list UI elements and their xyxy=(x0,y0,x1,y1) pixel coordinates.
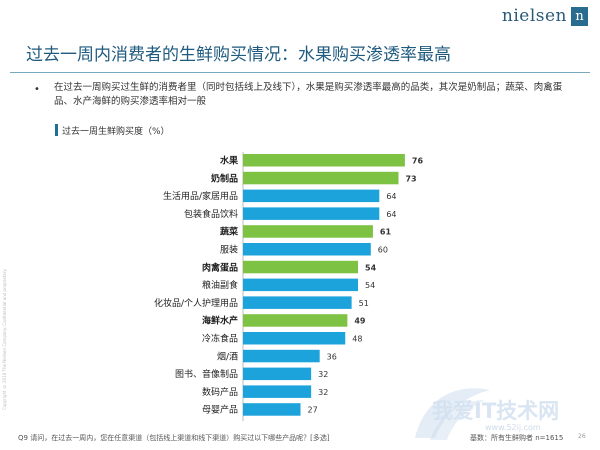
category-label-5: 服装 xyxy=(220,244,238,256)
category-label-7: 粮油副食 xyxy=(202,279,238,291)
category-label-9: 海鲜水产 xyxy=(202,315,238,327)
brand-mark-icon: n xyxy=(571,6,588,26)
summary-bullet: 在过去一周购买过生鲜的消费者里（同时包括线上及线下），水果是购买渗透率最高的品类… xyxy=(54,82,563,107)
data-label-7: 54 xyxy=(365,281,375,290)
bar-1 xyxy=(243,171,399,185)
bar-2 xyxy=(243,189,380,203)
data-label-10: 48 xyxy=(352,335,362,344)
question-footnote: Q9 请问，在过去一周内，您在任意渠道（包括线上渠道和线下渠道）购买过以下哪些产… xyxy=(18,434,330,442)
data-label-14: 27 xyxy=(308,406,318,415)
category-label-12: 图书、音像制品 xyxy=(175,368,238,380)
page-title: 过去一周内消费者的生鲜购买情况：水果购买渗透率最高 xyxy=(26,45,451,65)
category-label-8: 化妆品/个人护理用品 xyxy=(154,297,238,309)
data-label-9: 49 xyxy=(354,317,366,326)
data-label-1: 73 xyxy=(405,174,416,183)
base-note: 基数：所有生鲜购者 n=1615 xyxy=(470,434,564,442)
data-label-11: 36 xyxy=(327,352,337,361)
category-label-2: 生活用品/家居用品 xyxy=(163,190,238,202)
watermark-url: www.52ij.com xyxy=(485,423,541,432)
bar-12 xyxy=(243,367,312,381)
data-label-4: 61 xyxy=(380,228,392,237)
watermark-text: 我爱IT技术网 xyxy=(432,399,560,423)
category-label-11: 烟/酒 xyxy=(217,350,238,362)
bullet-icon: • xyxy=(34,84,40,95)
category-label-10: 冷冻食品 xyxy=(202,333,238,345)
brand-logo: nielsen n xyxy=(502,6,588,26)
bar-3 xyxy=(243,207,380,220)
category-label-13: 数码产品 xyxy=(202,386,238,398)
chart-title-accent xyxy=(55,124,58,136)
data-label-5: 60 xyxy=(378,246,388,255)
bar-0 xyxy=(243,154,405,167)
bar-10 xyxy=(243,332,346,345)
category-label-3: 包装食品饮料 xyxy=(184,208,238,220)
chart-title: 过去一周生鲜购买度（%） xyxy=(62,127,170,137)
bar-7 xyxy=(243,278,359,292)
data-label-12: 32 xyxy=(318,370,328,379)
category-label-14: 母婴产品 xyxy=(202,404,238,416)
data-label-8: 51 xyxy=(359,299,369,308)
watermark-wings-icon xyxy=(415,388,490,440)
bar-8 xyxy=(243,296,352,309)
data-label-3: 64 xyxy=(386,210,396,219)
data-label-2: 64 xyxy=(386,192,396,201)
data-label-13: 32 xyxy=(318,388,328,397)
bar-11 xyxy=(243,349,320,363)
data-label-6: 54 xyxy=(365,263,377,272)
category-label-1: 奶制品 xyxy=(210,172,238,184)
bar-4 xyxy=(243,225,373,238)
category-label-6: 肉禽蛋品 xyxy=(202,261,238,273)
category-label-0: 水果 xyxy=(220,155,239,167)
category-label-4: 蔬菜 xyxy=(220,226,239,238)
title-divider xyxy=(10,72,590,73)
bar-14 xyxy=(243,403,301,416)
page-number: 26 xyxy=(578,433,586,440)
bar-9 xyxy=(243,314,348,327)
bar-13 xyxy=(243,385,312,398)
bar-5 xyxy=(243,243,371,256)
brand-wordmark: nielsen xyxy=(501,6,567,26)
data-label-0: 76 xyxy=(412,157,424,166)
bar-6 xyxy=(243,260,359,274)
